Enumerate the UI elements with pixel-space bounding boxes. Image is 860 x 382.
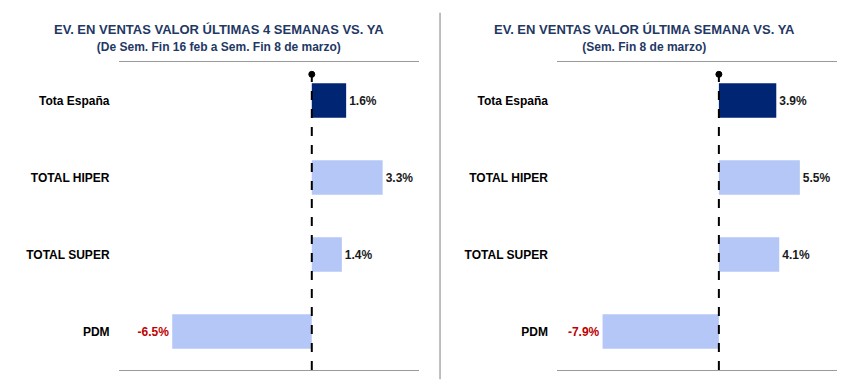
svg-text:5.5%: 5.5% xyxy=(803,171,831,185)
svg-text:1.4%: 1.4% xyxy=(345,248,373,262)
svg-text:-6.5%: -6.5% xyxy=(138,325,170,339)
svg-text:TOTAL HIPER: TOTAL HIPER xyxy=(469,171,548,185)
svg-text:TOTAL SUPER: TOTAL SUPER xyxy=(465,248,549,262)
svg-text:3.3%: 3.3% xyxy=(386,171,414,185)
svg-text:4.1%: 4.1% xyxy=(782,248,810,262)
svg-text:Tota España: Tota España xyxy=(39,94,110,108)
svg-text:PDM: PDM xyxy=(521,325,548,339)
svg-text:EV. EN VENTAS VALOR ÚLTIMA SEM: EV. EN VENTAS VALOR ÚLTIMA SEMANA VS. YA… xyxy=(494,22,795,54)
svg-text:3.9%: 3.9% xyxy=(779,94,807,108)
svg-text:TOTAL HIPER: TOTAL HIPER xyxy=(31,171,110,185)
svg-text:Tota España: Tota España xyxy=(477,94,548,108)
svg-text:1.6%: 1.6% xyxy=(349,94,377,108)
svg-text:EV. EN VENTAS VALOR ÚLTIMAS 4: EV. EN VENTAS VALOR ÚLTIMAS 4 SEMANAS VS… xyxy=(54,22,384,54)
svg-text:TOTAL SUPER: TOTAL SUPER xyxy=(26,248,110,262)
svg-text:PDM: PDM xyxy=(83,325,110,339)
svg-text:-7.9%: -7.9% xyxy=(568,325,600,339)
